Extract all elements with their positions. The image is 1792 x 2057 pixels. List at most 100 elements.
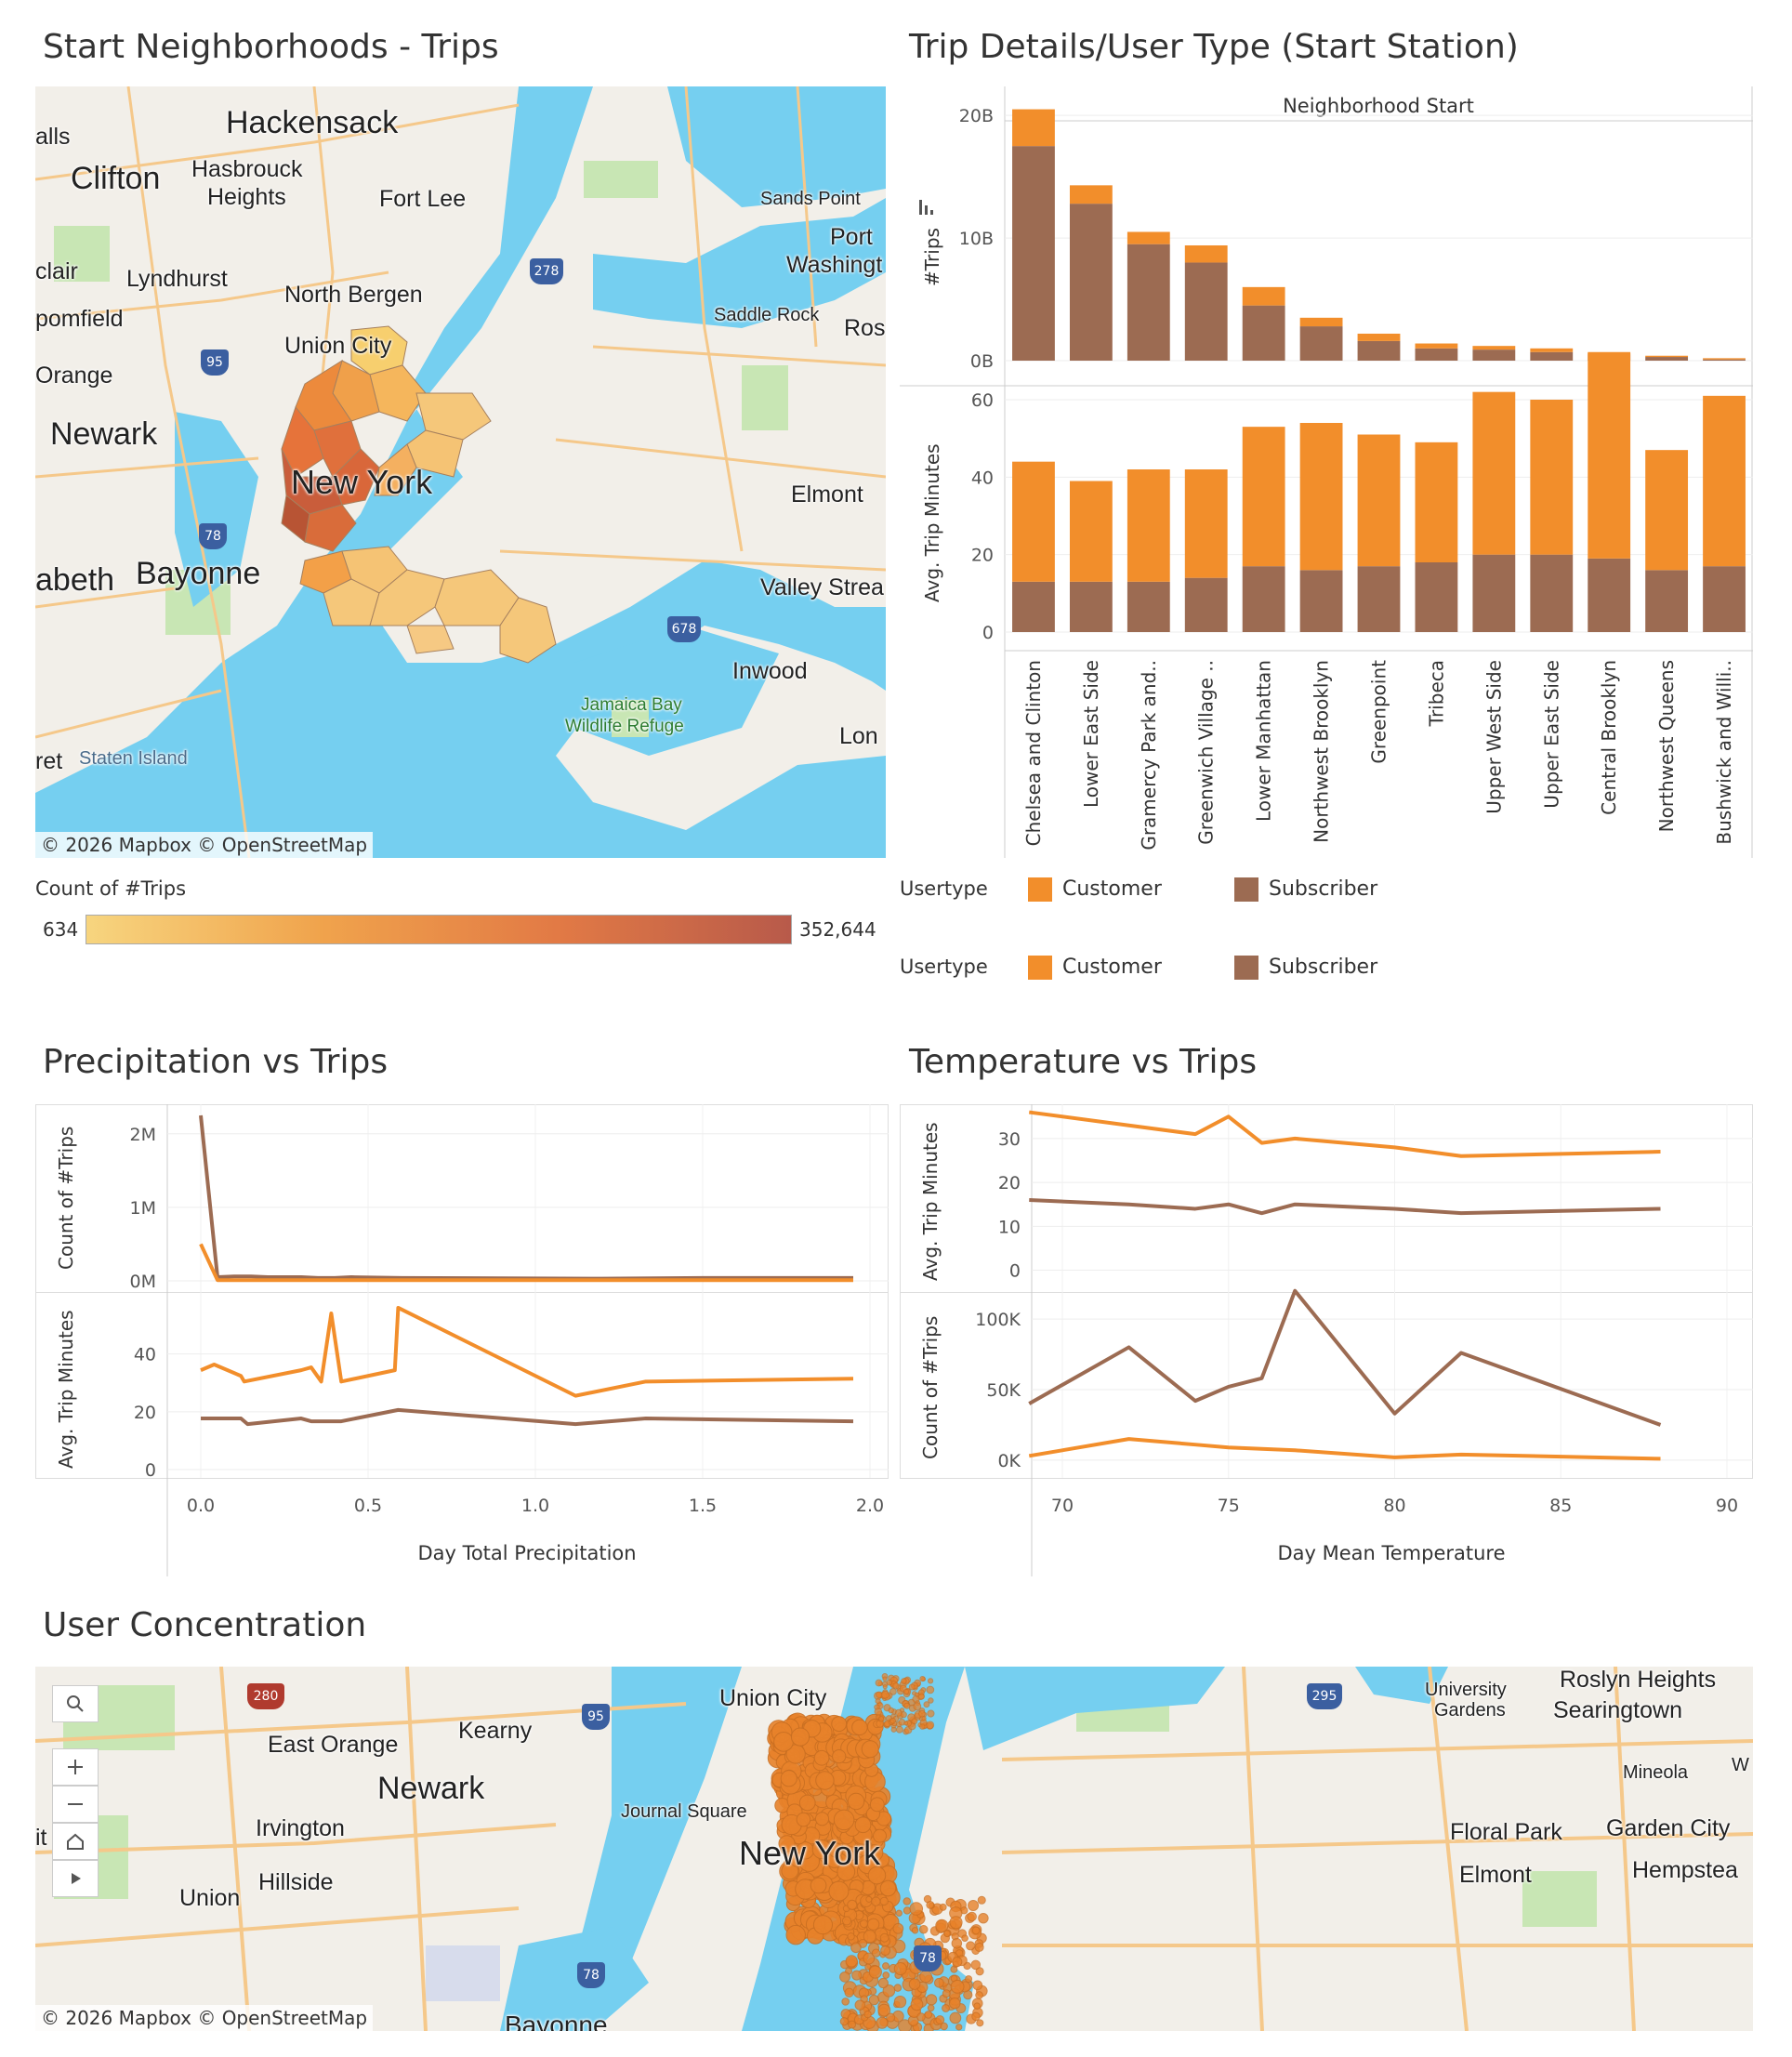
concentration-map[interactable]: Roslyn Heights University Gardens Searin…: [35, 1667, 1753, 2031]
trip-dot: [913, 1702, 922, 1711]
concentration-title: User Concentration: [43, 1606, 367, 1644]
bar-customer[interactable]: [1299, 423, 1343, 571]
bar-subscriber[interactable]: [1299, 326, 1343, 361]
trip-dot: [919, 1970, 932, 1984]
line-subscriber[interactable]: [1028, 1288, 1662, 1427]
bar-subscriber[interactable]: [1645, 570, 1689, 632]
bar-customer[interactable]: [1703, 395, 1746, 567]
line-subscriber[interactable]: [199, 1114, 853, 1281]
bar-subscriber[interactable]: [1184, 262, 1228, 361]
bar-subscriber[interactable]: [1530, 351, 1574, 361]
bar-customer[interactable]: [1588, 353, 1631, 559]
trip-dot: [926, 1721, 935, 1730]
bar-customer[interactable]: [1012, 109, 1055, 147]
customer-swatch[interactable]: [1028, 877, 1052, 902]
bar-subscriber[interactable]: [1127, 581, 1170, 632]
trip-dot: [785, 1924, 806, 1945]
neighborhood-map[interactable]: Hackensack Clifton Hasbrouck Heights For…: [35, 86, 886, 858]
map-label: abeth: [35, 562, 115, 598]
bar-subscriber[interactable]: [1357, 340, 1401, 361]
bar-subscriber[interactable]: [1069, 581, 1113, 632]
bar-subscriber[interactable]: [1184, 577, 1228, 632]
map-attribution[interactable]: © 2026 Mapbox © OpenStreetMap: [35, 2005, 374, 2031]
map-label: ret: [35, 748, 63, 774]
subscriber-legend-label[interactable]: Subscriber: [1269, 956, 1378, 979]
trip-dot: [978, 1912, 989, 1924]
trip-dot: [863, 2010, 872, 2019]
bar-subscriber[interactable]: [1357, 566, 1401, 632]
line-customer[interactable]: [199, 1243, 853, 1283]
bar-subscriber[interactable]: [1703, 359, 1746, 361]
precipitation-chart[interactable]: Count of #Trips Avg. Trip Minutes Day To…: [35, 1104, 889, 1576]
subscriber-swatch[interactable]: [1234, 956, 1258, 980]
bar-subscriber[interactable]: [1012, 581, 1055, 632]
line-customer[interactable]: [1028, 1437, 1661, 1461]
bar-customer[interactable]: [1415, 442, 1458, 562]
temperature-chart[interactable]: Avg. Trip Minutes Count of #Trips Day Me…: [900, 1104, 1753, 1576]
trip-dot: [875, 1679, 883, 1687]
map-label: Lyndhurst: [126, 266, 228, 292]
bar-customer[interactable]: [1299, 317, 1343, 327]
zoom-in-button[interactable]: [52, 1748, 99, 1786]
bar-subscriber[interactable]: [1472, 554, 1516, 632]
customer-legend-label[interactable]: Customer: [1062, 956, 1162, 979]
trip-dot: [950, 1979, 965, 1994]
customer-legend-label[interactable]: Customer: [1062, 877, 1162, 901]
subscriber-swatch[interactable]: [1234, 877, 1258, 902]
x-tick-label: 1.5: [689, 1496, 717, 1516]
bar-customer[interactable]: [1069, 185, 1113, 204]
bar-customer[interactable]: [1645, 355, 1689, 358]
line-customer[interactable]: [1028, 1110, 1661, 1158]
bar-customer[interactable]: [1012, 461, 1055, 582]
bar-customer[interactable]: [1530, 348, 1574, 352]
bar-subscriber[interactable]: [1415, 348, 1458, 361]
bar-subscriber[interactable]: [1299, 570, 1343, 632]
trip-dot: [865, 1895, 873, 1903]
bar-customer[interactable]: [1357, 333, 1401, 341]
trip-dot: [888, 1707, 894, 1714]
bar-subscriber[interactable]: [1127, 244, 1170, 361]
bar-subscriber[interactable]: [1472, 349, 1516, 361]
zoom-out-button[interactable]: [52, 1786, 99, 1823]
bar-subscriber[interactable]: [1242, 305, 1285, 361]
bar-subscriber[interactable]: [1242, 566, 1285, 632]
bar-subscriber[interactable]: [1530, 554, 1574, 632]
bar-customer[interactable]: [1703, 358, 1746, 360]
play-button[interactable]: [52, 1860, 99, 1897]
map-attribution[interactable]: © 2026 Mapbox © OpenStreetMap: [35, 832, 374, 858]
home-button[interactable]: [52, 1823, 99, 1860]
bar-customer[interactable]: [1127, 469, 1170, 582]
zoom-in-icon: [68, 1760, 83, 1774]
map-label: Inwood: [732, 658, 808, 684]
bar-customer[interactable]: [1415, 343, 1458, 349]
map-search-button[interactable]: [52, 1685, 99, 1722]
bar-customer[interactable]: [1242, 286, 1285, 306]
sort-icon[interactable]: [917, 198, 936, 217]
line-subscriber[interactable]: [201, 1407, 854, 1427]
bar-customer[interactable]: [1530, 400, 1574, 555]
line-subscriber[interactable]: [1029, 1198, 1661, 1216]
customer-swatch[interactable]: [1028, 956, 1052, 980]
bar-customer[interactable]: [1645, 450, 1689, 571]
bar-subscriber[interactable]: [1703, 566, 1746, 632]
bar-customer[interactable]: [1184, 244, 1228, 263]
trip-dot: [796, 1812, 811, 1827]
trip-dot: [971, 1926, 981, 1935]
bar-customer[interactable]: [1069, 481, 1113, 582]
subscriber-legend-label[interactable]: Subscriber: [1269, 877, 1378, 901]
bar-customer[interactable]: [1127, 231, 1170, 244]
trip-details-chart[interactable]: Neighborhood Start #Trips Avg. Trip Minu…: [900, 86, 1753, 858]
bar-subscriber[interactable]: [1069, 204, 1113, 361]
bar-subscriber[interactable]: [1415, 562, 1458, 632]
bar-customer[interactable]: [1242, 427, 1285, 567]
bar-customer[interactable]: [1184, 469, 1228, 578]
trip-dot: [972, 1980, 983, 1991]
bar-customer[interactable]: [1357, 434, 1401, 567]
bar-subscriber[interactable]: [1588, 558, 1631, 632]
trip-dot: [955, 2024, 963, 2031]
bar-customer[interactable]: [1472, 391, 1516, 555]
bar-customer[interactable]: [1472, 346, 1516, 350]
bar-subscriber[interactable]: [1012, 146, 1055, 361]
bar-subscriber[interactable]: [1645, 357, 1689, 361]
line-customer[interactable]: [200, 1305, 854, 1398]
